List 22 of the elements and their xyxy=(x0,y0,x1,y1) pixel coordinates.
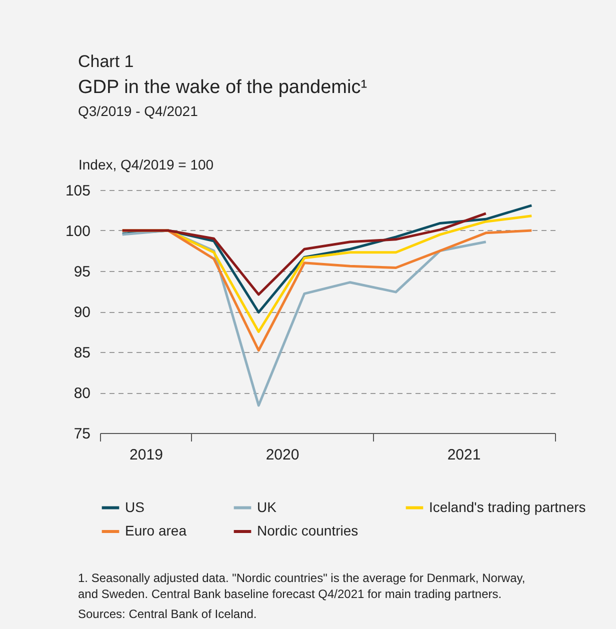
chart-title: GDP in the wake of the pandemic¹ xyxy=(78,77,368,98)
source-note: Sources: Central Bank of Iceland. xyxy=(78,607,257,621)
legend-label: UK xyxy=(257,498,278,515)
y-tick-label: 100 xyxy=(65,223,90,240)
y-axis-title: Index, Q4/2019 = 100 xyxy=(78,156,214,172)
caption: Chart 1 xyxy=(78,52,134,71)
legend-label: Nordic countries xyxy=(257,522,358,538)
x-tick-label: 2019 xyxy=(130,446,163,464)
x-tick-label: 2021 xyxy=(447,446,481,464)
y-tick-label: 95 xyxy=(74,264,90,280)
chart-subtitle: Q3/2019 - Q4/2021 xyxy=(78,103,198,119)
legend-label: Iceland's trading partners xyxy=(429,498,586,515)
line-series xyxy=(121,212,488,296)
y-tick-label: 75 xyxy=(74,426,90,442)
y-tick-label: 90 xyxy=(74,304,90,321)
text: 1. Seasonally adjusted data. "Nordic countries" is the average for Denmark, Norway, and Sweden. Central Bank baseline forecast Q4/2021 for main trading partners. xyxy=(78,571,526,601)
legend-label: Euro area xyxy=(125,522,187,538)
legend-label: US xyxy=(125,498,144,515)
y-tick-label: 85 xyxy=(74,344,90,362)
y-tick-label: 105 xyxy=(65,182,90,200)
y-tick-label: 80 xyxy=(74,385,90,402)
x-tick-label: 2020 xyxy=(266,446,300,464)
